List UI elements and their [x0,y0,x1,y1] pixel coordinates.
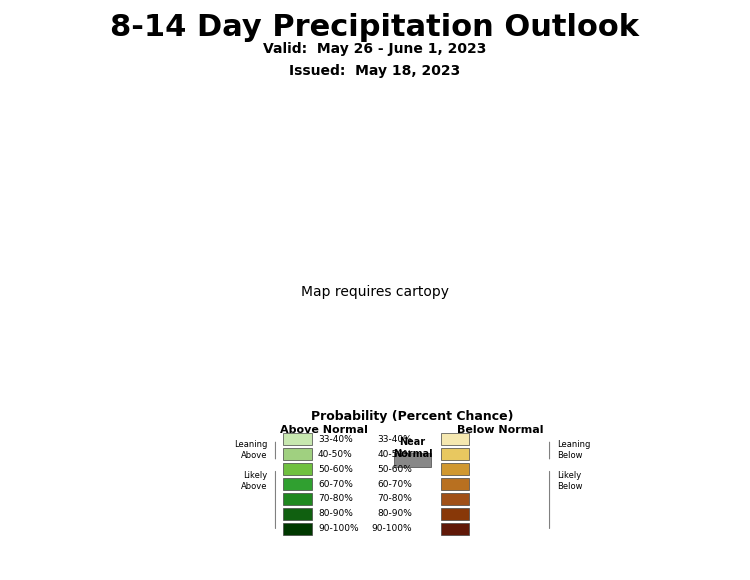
Text: 90-100%: 90-100% [318,524,358,533]
Text: 50-60%: 50-60% [318,465,352,474]
Text: Likely
Above: Likely Above [241,472,268,491]
FancyBboxPatch shape [441,508,470,520]
FancyBboxPatch shape [441,478,470,490]
FancyBboxPatch shape [441,493,470,505]
Text: Likely
Below: Likely Below [557,472,583,491]
FancyBboxPatch shape [284,448,312,460]
FancyBboxPatch shape [441,433,470,445]
Text: 60-70%: 60-70% [318,480,352,488]
Text: 60-70%: 60-70% [377,480,412,488]
Text: Below Normal: Below Normal [458,426,544,436]
Text: Map requires cartopy: Map requires cartopy [301,285,449,299]
Text: 70-80%: 70-80% [318,495,352,503]
FancyBboxPatch shape [441,448,470,460]
FancyBboxPatch shape [284,433,312,445]
Text: 90-100%: 90-100% [372,524,413,533]
FancyBboxPatch shape [284,493,312,505]
FancyBboxPatch shape [284,463,312,475]
Text: 80-90%: 80-90% [377,509,412,519]
FancyBboxPatch shape [284,508,312,520]
Text: 33-40%: 33-40% [318,435,352,444]
FancyBboxPatch shape [284,523,312,535]
Text: Probability (Percent Chance): Probability (Percent Chance) [311,410,514,423]
FancyBboxPatch shape [284,478,312,490]
Text: Leaning
Below: Leaning Below [557,440,591,459]
Text: 50-60%: 50-60% [377,465,412,474]
Text: Valid:  May 26 - June 1, 2023: Valid: May 26 - June 1, 2023 [263,42,487,56]
Text: 8-14 Day Precipitation Outlook: 8-14 Day Precipitation Outlook [110,13,640,42]
Text: 33-40%: 33-40% [378,435,412,444]
Text: Leaning
Above: Leaning Above [234,440,268,459]
Text: 80-90%: 80-90% [318,509,352,519]
Text: Above Normal: Above Normal [280,426,368,436]
Text: 40-50%: 40-50% [318,450,352,459]
Text: Near
Normal: Near Normal [393,437,432,459]
Text: Issued:  May 18, 2023: Issued: May 18, 2023 [290,64,460,78]
FancyBboxPatch shape [394,454,431,467]
Text: 70-80%: 70-80% [377,495,412,503]
FancyBboxPatch shape [441,523,470,535]
FancyBboxPatch shape [441,463,470,475]
Text: 40-50%: 40-50% [378,450,412,459]
